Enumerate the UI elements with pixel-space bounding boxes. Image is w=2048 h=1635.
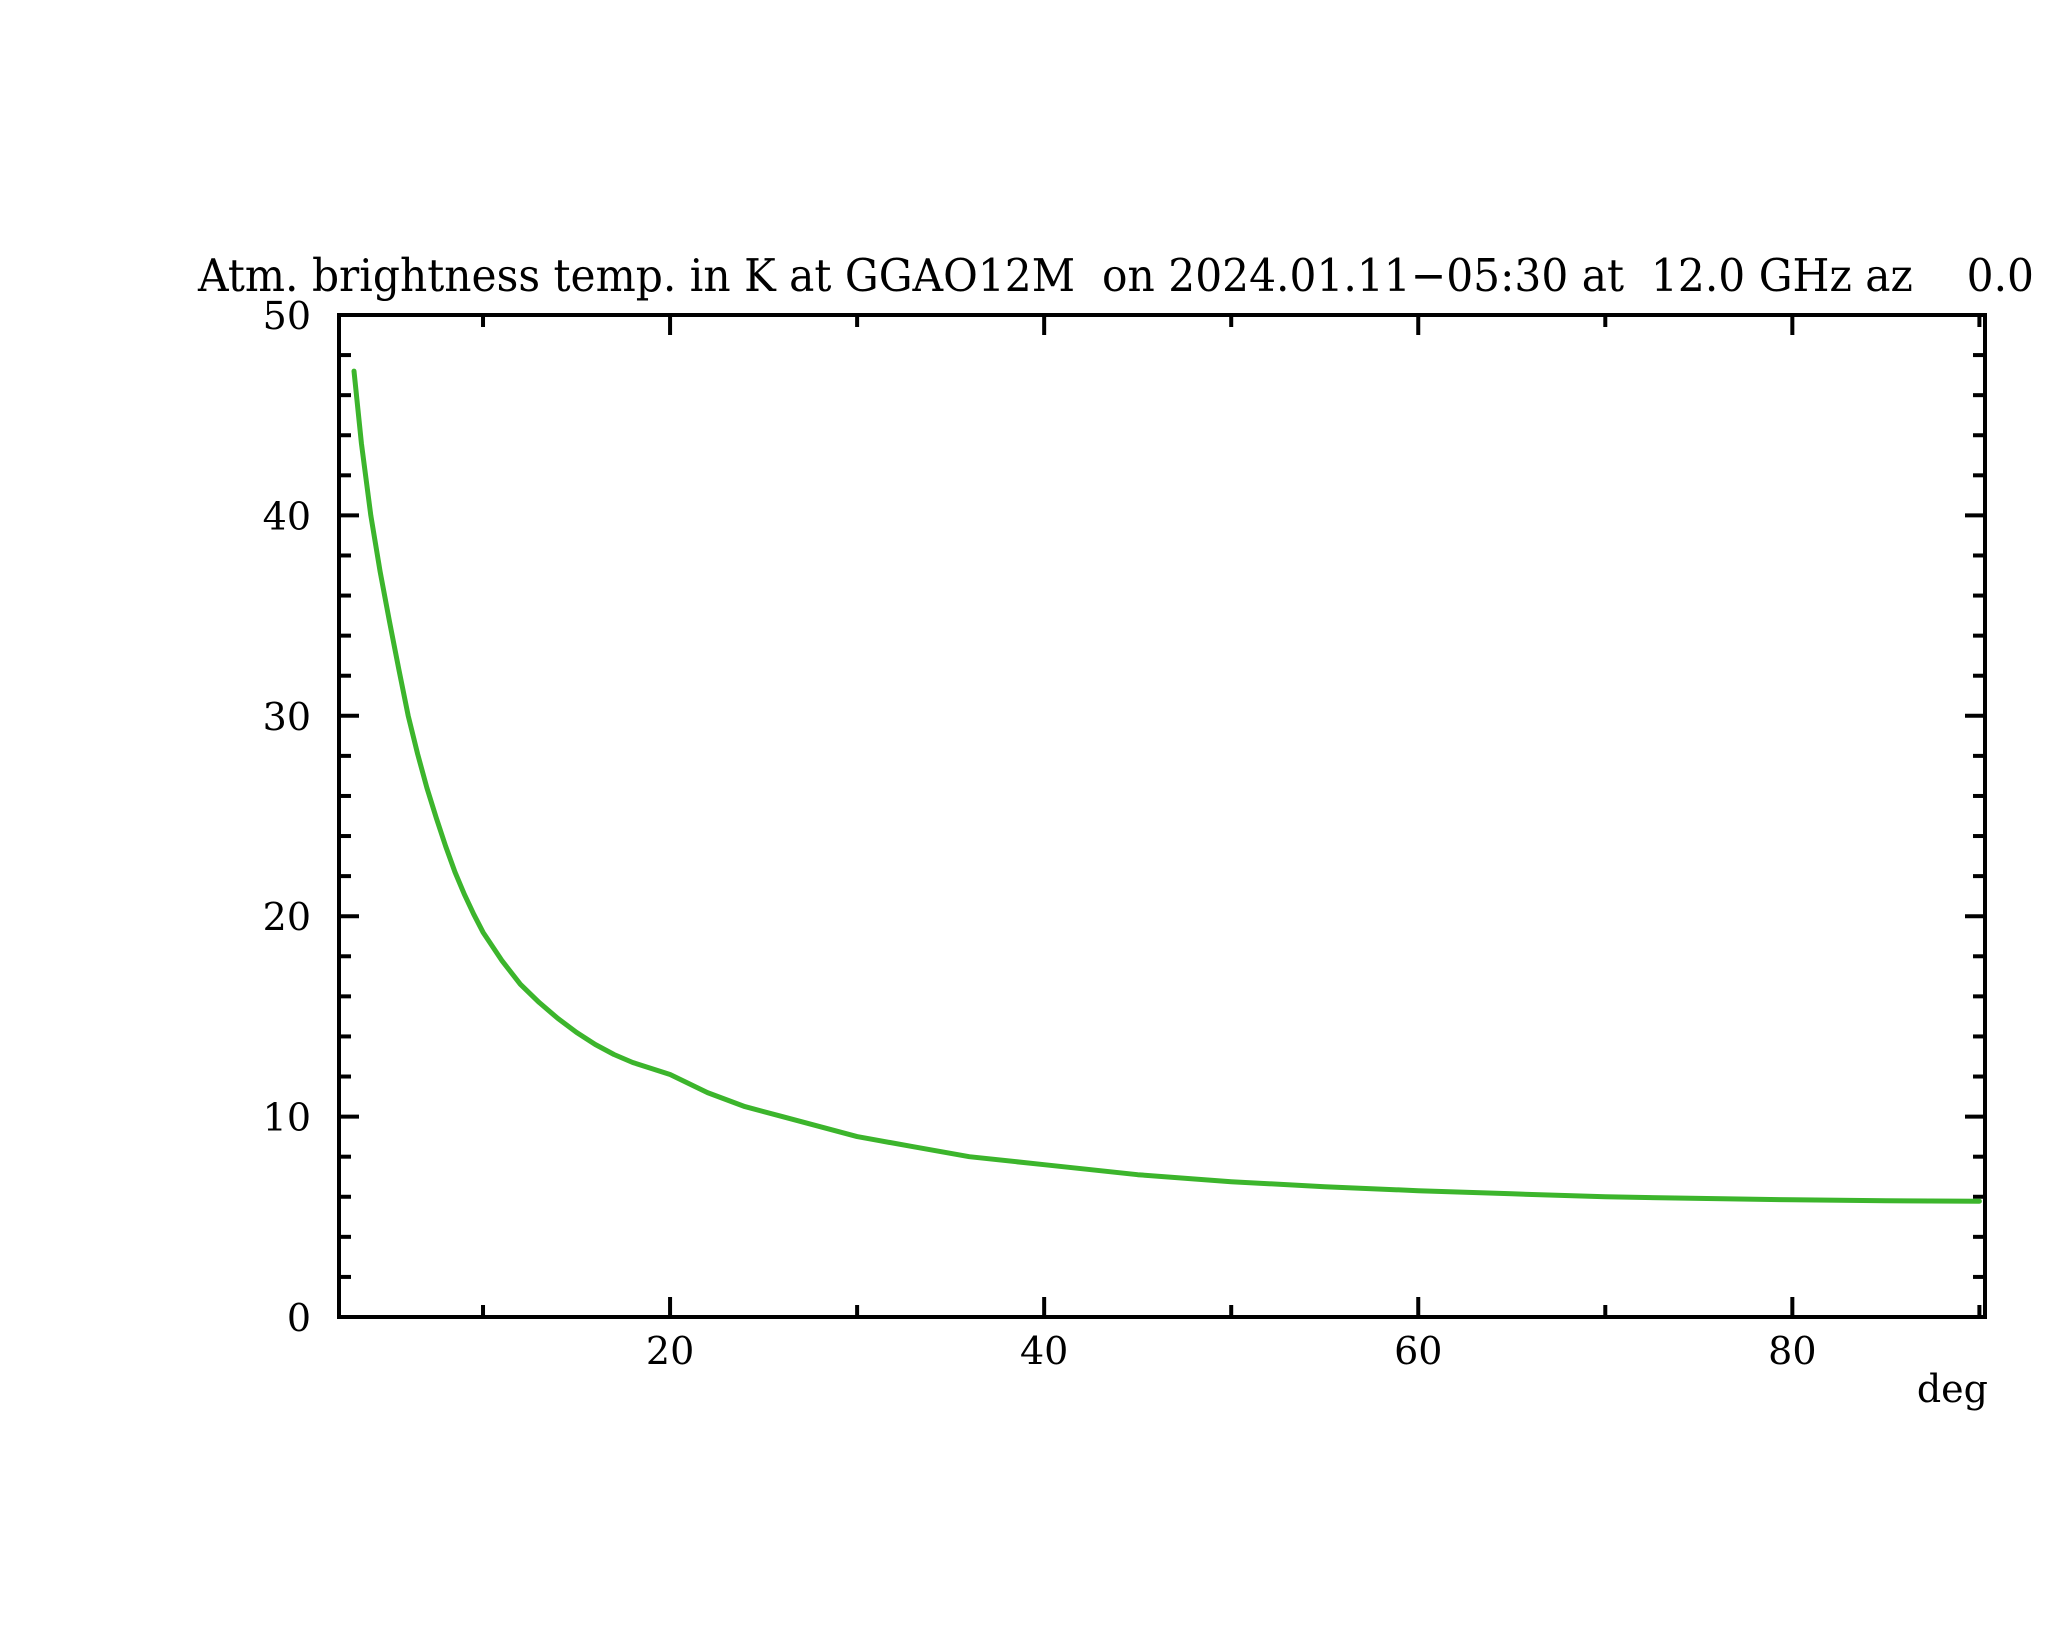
y-tick-label: 10 [263,1096,311,1140]
x-tick-label: 20 [646,1329,694,1373]
temperature-curve [351,368,1982,1204]
x-tick-label: 80 [1768,1329,1816,1373]
y-tick-label: 40 [263,494,311,538]
y-axis-tick-labels: 0 10 20 30 40 50 [263,294,311,1340]
y-axis-ticks [339,313,1985,1319]
plot-box [337,313,1987,1319]
y-tick-label: 50 [263,294,311,338]
y-tick-label: 20 [263,895,311,939]
y-tick-label: 0 [287,1296,311,1340]
x-axis-tick-labels: 20 40 60 80 [646,1329,1817,1373]
x-axis-unit-label: deg [1917,1367,1988,1411]
x-tick-label: 40 [1020,1329,1068,1373]
x-tick-label: 60 [1394,1329,1442,1373]
x-axis-ticks [481,315,1982,1317]
y-tick-label: 30 [263,695,311,739]
chart-title: Atm. brightness temp. in K at GGAO12M on… [197,249,2034,302]
